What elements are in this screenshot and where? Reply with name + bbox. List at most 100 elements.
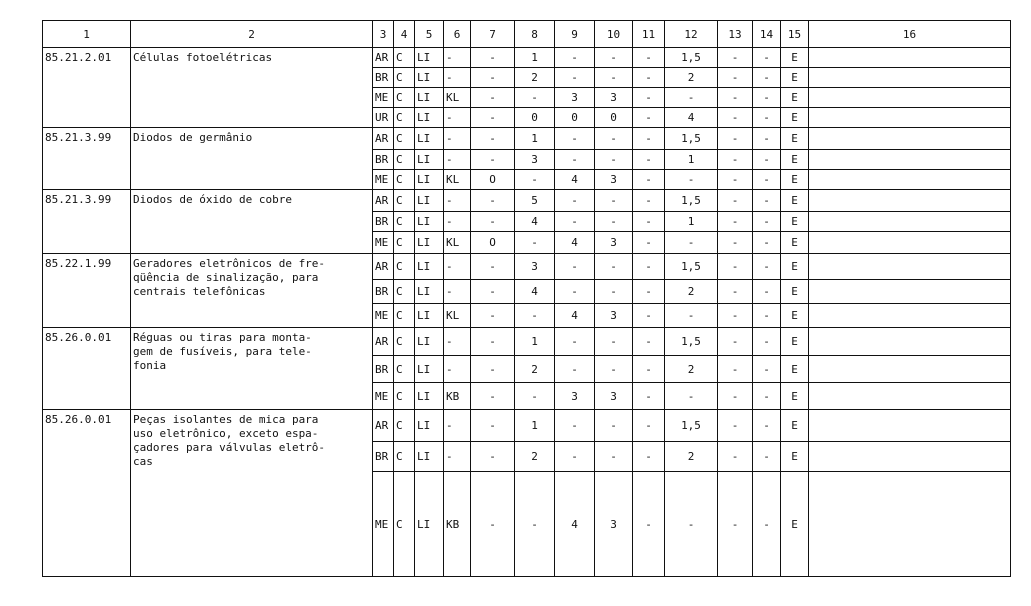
cell-col-10: - bbox=[594, 211, 633, 232]
cell-col-16 bbox=[808, 87, 1011, 108]
cell-col-8: 0 bbox=[514, 107, 555, 128]
column-header-11: 11 bbox=[632, 20, 665, 48]
cell-col-6: - bbox=[443, 355, 471, 383]
cell-col-6: - bbox=[443, 149, 471, 170]
cell-col-13: - bbox=[717, 382, 753, 410]
cell-col-12: - bbox=[664, 87, 718, 108]
cell-col-13: - bbox=[717, 67, 753, 88]
cell-col-7: - bbox=[470, 279, 515, 304]
cell-col-10: - bbox=[594, 47, 633, 68]
cell-col-13: - bbox=[717, 189, 753, 212]
cell-col-3: ME bbox=[372, 231, 394, 254]
cell-col-9: - bbox=[554, 355, 595, 383]
cell-col-14: - bbox=[752, 107, 781, 128]
cell-col-16 bbox=[808, 189, 1011, 212]
cell-col-3: AR bbox=[372, 47, 394, 68]
cell-col-12: 1,5 bbox=[664, 47, 718, 68]
cell-col-14: - bbox=[752, 441, 781, 472]
cell-col-12: 1,5 bbox=[664, 189, 718, 212]
table-row: 85.22.1.99 Geradores eletrônicos de fre- … bbox=[42, 253, 1011, 328]
cell-col-13: - bbox=[717, 441, 753, 472]
cell-col-7: - bbox=[470, 355, 515, 383]
cell-col-14: - bbox=[752, 382, 781, 410]
cell-col-11: - bbox=[632, 87, 665, 108]
column-header-2: 2 bbox=[130, 20, 373, 48]
cell-col-16 bbox=[808, 355, 1011, 383]
cell-col-10: 3 bbox=[594, 231, 633, 254]
cell-col-7: - bbox=[470, 189, 515, 212]
cell-col-13: - bbox=[717, 231, 753, 254]
cell-col-4: C bbox=[393, 382, 415, 410]
cell-col-4: C bbox=[393, 279, 415, 304]
cell-col-11: - bbox=[632, 327, 665, 356]
cell-col-12: - bbox=[664, 231, 718, 254]
cell-col-8: - bbox=[514, 303, 555, 328]
tariff-table: 1 2 3 4 5 6 7 8 9 10 11 12 13 14 15 16 85.21.2.01 Célula… bbox=[42, 20, 1011, 577]
cell-col-5: LI bbox=[414, 355, 444, 383]
cell-col-15: E bbox=[780, 303, 809, 328]
table-row: BR C LI - -4- - -2- - E bbox=[43, 279, 1011, 304]
cell-col-3: ME bbox=[372, 303, 394, 328]
cell-col-4: C bbox=[393, 211, 415, 232]
cell-col-11: - bbox=[632, 355, 665, 383]
table-row: BR C LI - -2- - -2- - E bbox=[43, 441, 1011, 472]
cell-col-5: LI bbox=[414, 471, 444, 577]
cell-col-13: - bbox=[717, 47, 753, 68]
table-row: ME C LI KB - -4 3- - - - E bbox=[43, 471, 1011, 577]
cell-col-10: 3 bbox=[594, 382, 633, 410]
table-row: 85.26.0.01 Réguas ou tiras para monta- ge… bbox=[42, 327, 1011, 410]
cell-col-15: E bbox=[780, 409, 809, 442]
cell-col-11: - bbox=[632, 47, 665, 68]
item-code: 85.26.0.01 bbox=[42, 327, 131, 410]
cell-col-8: 4 bbox=[514, 279, 555, 304]
cell-col-13: - bbox=[717, 279, 753, 304]
header-row: 1 2 3 4 5 6 7 8 9 10 11 12 13 14 15 16 bbox=[42, 20, 1011, 48]
cell-col-14: - bbox=[752, 327, 781, 356]
cell-col-8: - bbox=[514, 87, 555, 108]
cell-col-16 bbox=[808, 279, 1011, 304]
cell-col-12: 2 bbox=[664, 279, 718, 304]
column-header-5: 5 bbox=[414, 20, 444, 48]
cell-col-8: 3 bbox=[514, 149, 555, 170]
cell-col-5: LI bbox=[414, 189, 444, 212]
cell-col-6: - bbox=[443, 67, 471, 88]
cell-col-14: - bbox=[752, 189, 781, 212]
column-header-15: 15 bbox=[780, 20, 809, 48]
cell-col-7: - bbox=[470, 382, 515, 410]
cell-col-10: 3 bbox=[594, 471, 633, 577]
cell-col-6: KB bbox=[443, 382, 471, 410]
cell-col-14: - bbox=[752, 471, 781, 577]
column-header-13: 13 bbox=[717, 20, 753, 48]
cell-col-12: 1,5 bbox=[664, 409, 718, 442]
cell-col-11: - bbox=[632, 149, 665, 170]
cell-col-3: AR bbox=[372, 127, 394, 150]
cell-col-6: KL bbox=[443, 303, 471, 328]
cell-col-16 bbox=[808, 441, 1011, 472]
cell-col-5: LI bbox=[414, 382, 444, 410]
cell-col-13: - bbox=[717, 211, 753, 232]
cell-col-6: KL bbox=[443, 87, 471, 108]
cell-col-3: ME bbox=[372, 382, 394, 410]
cell-col-9: 4 bbox=[554, 169, 595, 190]
cell-col-14: - bbox=[752, 127, 781, 150]
cell-col-6: - bbox=[443, 47, 471, 68]
table-row: ME C LI KL O -4 3- - - - E bbox=[43, 231, 1011, 254]
cell-col-6: KB bbox=[443, 471, 471, 577]
cell-col-16 bbox=[808, 303, 1011, 328]
cell-col-6: - bbox=[443, 107, 471, 128]
cell-col-11: - bbox=[632, 471, 665, 577]
cell-col-12: - bbox=[664, 303, 718, 328]
cell-col-11: - bbox=[632, 409, 665, 442]
cell-col-7: - bbox=[470, 409, 515, 442]
item-code: 85.21.2.01 bbox=[42, 47, 131, 128]
column-header-12: 12 bbox=[664, 20, 718, 48]
cell-col-11: - bbox=[632, 127, 665, 150]
cell-col-6: - bbox=[443, 211, 471, 232]
cell-col-10: - bbox=[594, 409, 633, 442]
cell-col-7: - bbox=[470, 67, 515, 88]
cell-col-11: - bbox=[632, 67, 665, 88]
cell-col-13: - bbox=[717, 471, 753, 577]
cell-col-10: 3 bbox=[594, 87, 633, 108]
cell-col-12: 2 bbox=[664, 355, 718, 383]
cell-col-14: - bbox=[752, 87, 781, 108]
